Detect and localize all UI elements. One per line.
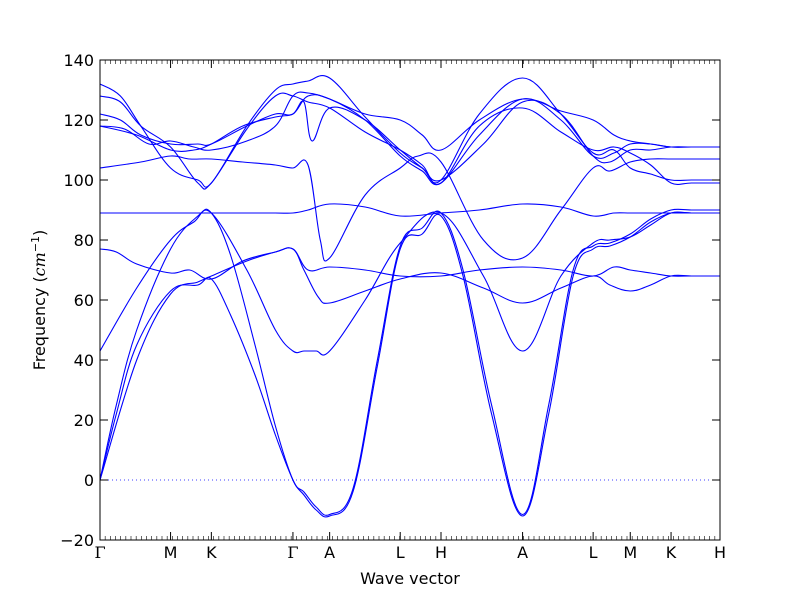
phonon-band-9 — [99, 94, 720, 186]
x-tick-label: M — [623, 543, 637, 562]
series-layer — [99, 75, 720, 518]
x-tick-label: A — [324, 543, 335, 562]
plot-frame — [99, 59, 721, 541]
y-tick-label: 20 — [74, 411, 94, 430]
x-tick-label: K — [206, 543, 217, 562]
x-axis-label: Wave vector — [360, 569, 460, 588]
x-tick-label: A — [517, 543, 528, 562]
y-axis-label: Frequency (cm−1) — [29, 230, 49, 371]
phonon-band-10 — [99, 92, 720, 190]
x-tick-label: H — [435, 543, 447, 562]
phonon-band-5 — [99, 247, 720, 280]
y-tick-label: −20 — [60, 531, 94, 550]
x-tick-label: H — [714, 543, 726, 562]
y-axis-label-suffix: ) — [30, 230, 49, 236]
minor-ticks — [99, 60, 721, 540]
y-tick-label: 140 — [63, 51, 94, 70]
x-tick-label: M — [164, 543, 178, 562]
y-axis-label-prefix: Frequency ( — [30, 276, 49, 370]
x-tick-label: L — [396, 543, 405, 562]
phonon-band-2 — [99, 211, 720, 518]
phonon-band-1 — [99, 208, 720, 516]
y-axis-ticks: −20 0 20 40 60 80 100 120 140 — [60, 51, 720, 550]
y-axis-label-exponent: −1 — [29, 236, 42, 252]
y-tick-label: 60 — [74, 291, 94, 310]
phonon-band-6 — [100, 203, 720, 217]
y-tick-label: 100 — [63, 171, 94, 190]
y-tick-label: 120 — [63, 111, 94, 130]
y-tick-label: 0 — [84, 471, 94, 490]
x-tick-label: K — [666, 543, 677, 562]
y-tick-label: 80 — [74, 231, 94, 250]
y-axis-label-unit: cm — [30, 252, 49, 276]
y-tick-label: 40 — [74, 351, 94, 370]
phonon-band-4 — [99, 209, 720, 356]
phonon-band-12 — [99, 91, 720, 151]
phonon-band-7 — [99, 152, 720, 262]
x-tick-label: L — [589, 543, 598, 562]
x-tick-label: Γ — [287, 543, 298, 562]
x-tick-label: Γ — [94, 543, 105, 562]
phonon-band-11 — [99, 75, 720, 188]
phonon-band-3 — [99, 247, 720, 481]
